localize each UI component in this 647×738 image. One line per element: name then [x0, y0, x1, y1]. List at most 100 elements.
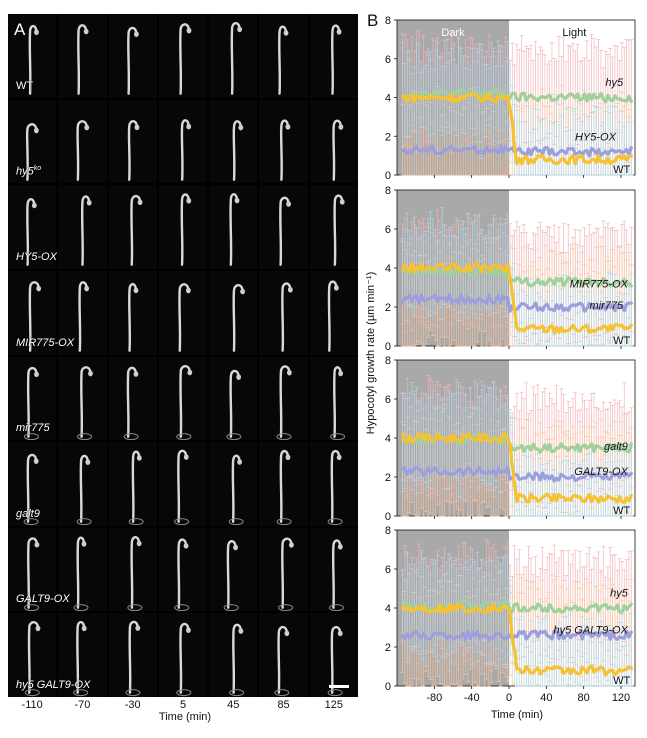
hypocotyl-shape — [76, 536, 86, 609]
seed-coat-shape — [176, 689, 192, 697]
seedling-image — [309, 356, 358, 441]
seedling-image — [158, 99, 208, 184]
seedling-image — [209, 527, 258, 612]
seedling-image — [8, 270, 57, 355]
hypocotyl-shape — [229, 369, 241, 438]
seedling-image — [158, 442, 208, 526]
cotyledon-shape — [337, 630, 343, 637]
cotyledon-shape — [238, 124, 244, 130]
genotype-name: MIR775-OX — [16, 336, 75, 349]
x-tick-label: 80 — [578, 692, 590, 704]
cotyledon-shape — [36, 285, 42, 292]
genotype-label: hy5ko — [16, 165, 41, 178]
hypocotyl-shape — [230, 21, 241, 95]
seed-coat-shape — [274, 689, 290, 697]
series-line — [400, 91, 633, 166]
time-point-label: 125 — [324, 699, 344, 711]
cotyledon-shape — [236, 373, 242, 380]
seedling-image — [58, 185, 107, 269]
hypocotyl-shape — [26, 198, 36, 267]
genotype-name: GALT9-OX — [16, 593, 70, 606]
scale-bar — [329, 685, 349, 688]
cotyledon-shape — [233, 544, 239, 550]
hypocotyl-shape — [331, 119, 342, 181]
hypocotyl-shape — [179, 364, 191, 438]
seed-coat-shape — [174, 603, 190, 611]
seedling-image — [108, 527, 157, 612]
hypocotyl-shape — [77, 24, 88, 95]
hypocotyl-shape — [231, 454, 241, 523]
seedling-image — [158, 270, 208, 355]
cotyledon-shape — [88, 370, 94, 376]
series-line — [400, 602, 633, 677]
hypocotyl-shape — [177, 538, 188, 609]
x-axis-label: Time (min) — [491, 709, 543, 721]
seed-coat-shape — [73, 689, 89, 697]
hypocotyl-shape — [76, 119, 89, 181]
cotyledon-shape — [134, 124, 139, 130]
hypocotyl-shape — [330, 24, 340, 95]
cotyledon-shape — [339, 199, 345, 205]
seedling-image — [209, 185, 258, 269]
x-tick-label: 120 — [612, 692, 630, 704]
hypocotyl-shape — [232, 283, 244, 352]
hypocotyl-shape — [128, 621, 139, 695]
seedling-image — [158, 613, 208, 697]
y-tick-label: 4 — [385, 93, 391, 105]
seed-coat-shape — [23, 432, 39, 440]
seed-coat-shape — [276, 432, 292, 440]
y-tick-label: 2 — [385, 642, 391, 654]
series-label: MIR775-OX — [570, 279, 629, 291]
cotyledon-shape — [284, 30, 289, 36]
y-tick-label: 0 — [385, 170, 391, 182]
hypocotyl-shape — [129, 535, 140, 609]
panel-b: hy5 HY5-OX WT 0 2 4 6 8 Dark Light MIR775-OX mir775… — [360, 0, 647, 738]
cotyledon-shape — [187, 369, 193, 375]
series-label: hy5 — [605, 77, 624, 89]
seed-coat-shape — [77, 432, 93, 440]
series-label: hy5 — [610, 587, 629, 599]
series-line — [400, 266, 633, 288]
hypocotyl-shape — [176, 449, 188, 523]
series-label: hy5 GALT9-OX — [553, 624, 628, 636]
hypocotyl-shape — [277, 626, 289, 695]
seedling-image — [158, 14, 208, 98]
x-tick-label: -80 — [426, 692, 442, 704]
hypocotyl-shape — [279, 364, 291, 438]
seed-coat-shape — [23, 603, 40, 611]
y-tick-label: 0 — [385, 511, 391, 523]
seedling-image — [309, 14, 358, 98]
cotyledon-shape — [134, 625, 140, 632]
seedling-image — [108, 270, 157, 355]
time-point-label: 45 — [227, 699, 240, 711]
seedling-image — [58, 270, 107, 355]
cotyledon-shape — [33, 458, 39, 465]
hypocotyl-shape — [178, 23, 191, 95]
seedling-image — [8, 527, 57, 612]
cotyledon-shape — [333, 284, 339, 291]
genotype-name: galt9 — [16, 507, 40, 520]
cotyledon-shape — [183, 542, 189, 549]
seed-coat-shape — [123, 432, 139, 440]
cotyledon-shape — [186, 123, 191, 129]
seedling-image — [58, 442, 107, 526]
panel-b-letter: B — [367, 11, 379, 30]
cotyledon-shape — [287, 369, 293, 375]
cotyledon-shape — [337, 370, 343, 376]
seedling-image — [259, 99, 308, 184]
series-line — [400, 465, 633, 483]
y-tick-label: 2 — [385, 302, 391, 314]
hypocotyl-shape — [76, 621, 86, 695]
light-period-label: Light — [562, 27, 586, 39]
cotyledon-shape — [186, 198, 192, 204]
y-tick-label: 8 — [385, 15, 391, 27]
cotyledon-shape — [336, 454, 342, 461]
hypocotyl-shape — [226, 539, 237, 609]
genotype-label: HY5-OX — [16, 251, 57, 263]
cotyledon-shape — [337, 543, 343, 550]
cotyledon-shape — [289, 541, 295, 548]
cotyledon-shape — [84, 124, 90, 130]
time-point-label: -70 — [74, 699, 91, 711]
seedling-image — [309, 527, 358, 612]
seedling-image — [58, 613, 107, 697]
